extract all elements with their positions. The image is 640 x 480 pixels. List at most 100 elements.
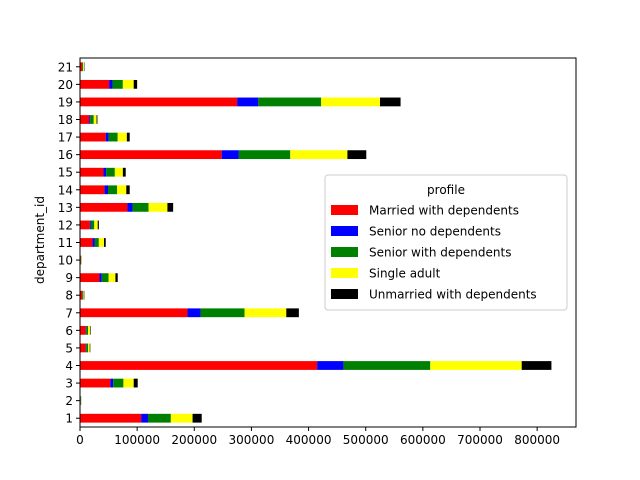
bars-layer [80,62,552,423]
y-tick-label: 13 [58,201,73,215]
bar-segment-dept-6-series-0 [80,325,86,335]
y-tick-label: 17 [58,131,73,145]
bar-segment-dept-15-series-0 [80,167,104,177]
bar-segment-dept-12-series-4 [97,220,99,230]
bar-segment-dept-17-series-3 [117,132,127,142]
bar-segment-dept-16-series-2 [238,150,291,160]
bar-segment-dept-5-series-4 [89,343,91,353]
bar-segment-dept-20-series-2 [112,79,123,89]
legend-swatch [331,289,358,299]
bar-segment-dept-14-series-1 [104,185,108,195]
x-tick-label: 600000 [400,433,446,447]
bar-segment-dept-9-series-4 [115,273,118,283]
bar-segment-dept-21-series-3 [83,62,84,72]
bar-segment-dept-3-series-4 [133,378,138,388]
bar-segment-dept-14-series-3 [117,185,127,195]
bar-segment-dept-17-series-1 [105,132,109,142]
legend-swatch [331,226,358,236]
x-tick-label: 0 [76,433,84,447]
bar-segment-dept-5-series-1 [85,343,87,353]
bar-segment-dept-16-series-1 [221,150,239,160]
legend-items: Married with dependents Senior no depende… [331,204,537,302]
bar-segment-dept-15-series-4 [122,167,126,177]
bar-segment-dept-4-series-2 [343,361,431,370]
bar-segment-dept-4-series-4 [521,361,552,370]
bar-segment-dept-19-series-0 [80,97,238,107]
x-tick-label: 500000 [343,433,389,447]
y-tick-label: 11 [58,236,73,250]
bar-segment-dept-13-series-2 [132,202,149,212]
bar-segment-dept-11-series-4 [104,238,106,247]
y-tick-label: 16 [58,148,73,162]
y-tick-label: 20 [58,78,73,92]
bar-segment-dept-7-series-2 [200,308,245,318]
bar-segment-dept-12-series-2 [90,220,95,230]
legend-swatch [331,205,358,215]
x-tick-label: 200000 [171,433,217,447]
bar-segment-dept-11-series-0 [80,238,93,247]
bar-segment-dept-18-series-4 [96,115,98,124]
y-tick-label: 19 [58,95,73,109]
bar-segment-dept-20-series-3 [122,79,134,89]
bar-segment-dept-17-series-2 [108,132,118,142]
bar-segment-dept-9-series-3 [108,273,116,283]
y-tick-label: 5 [65,341,73,355]
bar-segment-dept-21-series-0 [80,62,82,72]
legend: profile Married with dependents Senior no… [324,174,568,311]
bar-segment-dept-19-series-1 [237,97,259,107]
bar-segment-dept-19-series-2 [258,97,322,107]
bar-segment-dept-14-series-0 [80,185,105,195]
bar-segment-dept-9-series-2 [101,273,109,283]
bar-segment-dept-19-series-4 [380,97,401,107]
bar-segment-dept-20-series-1 [109,79,113,89]
bar-segment-dept-7-series-4 [286,308,299,318]
legend-swatch [331,268,358,278]
bar-segment-dept-15-series-3 [114,167,123,177]
bar-segment-dept-17-series-0 [80,132,106,142]
bar-segment-dept-12-series-0 [80,220,90,230]
bar-segment-dept-1-series-0 [80,413,142,423]
y-tick-label: 10 [58,254,73,268]
bar-segment-dept-3-series-0 [80,378,111,388]
y-tick-label: 2 [65,394,73,408]
y-tick-label: 8 [65,289,73,303]
y-tick-label: 18 [58,113,73,127]
bar-segment-dept-3-series-1 [110,378,114,388]
bar-segment-dept-1-series-1 [141,413,148,423]
bar-segment-dept-21-series-2 [82,62,84,72]
y-tick-label: 12 [58,218,73,232]
bar-segment-dept-8-series-2 [82,290,84,300]
x-tick-label: 400000 [286,433,332,447]
bar-segment-dept-5-series-2 [86,343,88,353]
legend-frame [324,174,568,311]
x-tick-label: 300000 [229,433,275,447]
x-tick-label: 100000 [114,433,160,447]
y-tick-label: 14 [58,183,73,197]
y-tick-label: 4 [65,359,73,373]
bar-segment-dept-1-series-2 [148,413,171,423]
bar-segment-dept-20-series-0 [80,79,110,89]
bar-segment-dept-14-series-4 [126,185,130,195]
bar-segment-dept-4-series-0 [80,361,318,370]
bar-segment-dept-7-series-3 [244,308,287,318]
bar-segment-dept-18-series-1 [89,115,91,124]
bar-segment-dept-13-series-1 [127,202,133,212]
bar-segment-dept-12-series-1 [89,220,91,230]
bar-segment-dept-15-series-2 [106,167,115,177]
y-tick-label: 15 [58,166,73,180]
bar-segment-dept-3-series-2 [113,378,124,388]
bar-segment-dept-18-series-3 [93,115,97,124]
y-tick-label: 6 [65,324,73,338]
bar-segment-dept-13-series-3 [148,202,168,212]
legend-entry-label: Senior with dependents [369,246,511,260]
bar-segment-dept-6-series-3 [88,325,90,335]
bar-segment-dept-11-series-2 [94,238,99,247]
bar-segment-dept-6-series-2 [86,325,88,335]
bar-segment-dept-7-series-1 [187,308,201,318]
bar-segment-dept-19-series-3 [321,97,380,107]
y-tick-label: 7 [65,306,73,320]
bar-segment-dept-13-series-4 [167,202,174,212]
bar-segment-dept-4-series-3 [430,361,522,370]
bar-segment-dept-1-series-4 [192,413,202,423]
